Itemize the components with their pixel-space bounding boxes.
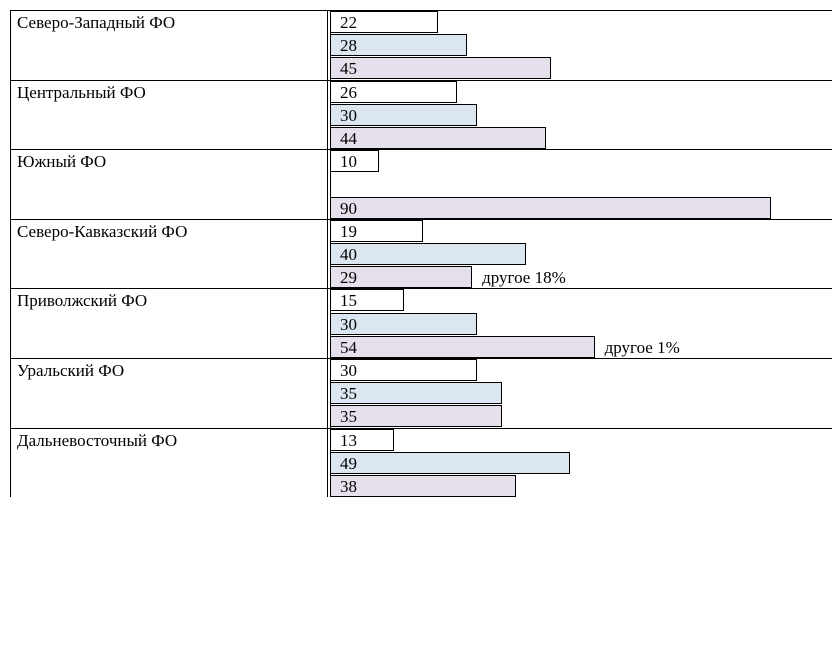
bar-series-3 xyxy=(330,127,546,149)
group-separator-line xyxy=(10,149,832,151)
region-name-cell: Южный ФО xyxy=(10,149,328,219)
bar-series-3 xyxy=(330,57,551,80)
bar-value-label: 45 xyxy=(340,59,357,79)
bar-series-2 xyxy=(330,451,571,474)
bar-value-label: 26 xyxy=(340,82,357,102)
bar-value-label: 28 xyxy=(340,36,357,56)
bar-value-label: 15 xyxy=(340,291,357,311)
bar-value-label: 40 xyxy=(340,245,357,264)
bar-value-label: 90 xyxy=(340,198,357,218)
region-name-cell: Северо-Западный ФО xyxy=(10,10,328,80)
region-name-cell: Уральский ФО xyxy=(10,358,328,428)
group-separator-line xyxy=(10,10,832,11)
bar-value-label: 30 xyxy=(340,314,357,334)
bar-series-3 xyxy=(330,335,595,358)
region-name-cell: Дальневосточный ФО xyxy=(10,427,328,498)
other-share-annotation: другое 1% xyxy=(604,337,680,357)
group-separator-line xyxy=(10,427,832,429)
bar-column-divider xyxy=(330,10,331,498)
bar-series-3 xyxy=(330,196,771,219)
bar-value-label: 13 xyxy=(340,430,357,450)
group-separator-line xyxy=(10,358,832,359)
bar-series-3 xyxy=(330,475,517,497)
bar-value-label: 19 xyxy=(340,221,357,241)
group-separator-line xyxy=(10,218,832,220)
bar-value-label: 30 xyxy=(340,105,357,125)
bar-value-label: 30 xyxy=(340,361,357,380)
group-separator-line xyxy=(10,79,832,81)
group-separator-line xyxy=(10,288,832,290)
region-name-cell: Северо-Кавказский ФО xyxy=(10,218,328,289)
region-name-cell: Приволжский ФО xyxy=(10,288,328,358)
region-name-cell: Центральный ФО xyxy=(10,79,328,150)
bar-value-label: 35 xyxy=(340,407,357,427)
bar-value-label: 44 xyxy=(340,129,357,148)
bar-series-2 xyxy=(330,243,526,265)
bar-value-label: 54 xyxy=(340,337,357,357)
bar-value-label: 22 xyxy=(340,13,357,32)
bar-value-label: 38 xyxy=(340,477,357,496)
bar-value-label: 35 xyxy=(340,384,357,404)
bar-value-label: 29 xyxy=(340,268,357,288)
bar-value-label: 49 xyxy=(340,453,357,473)
bar-value-label: 10 xyxy=(340,152,357,172)
other-share-annotation: другое 18% xyxy=(482,268,566,288)
